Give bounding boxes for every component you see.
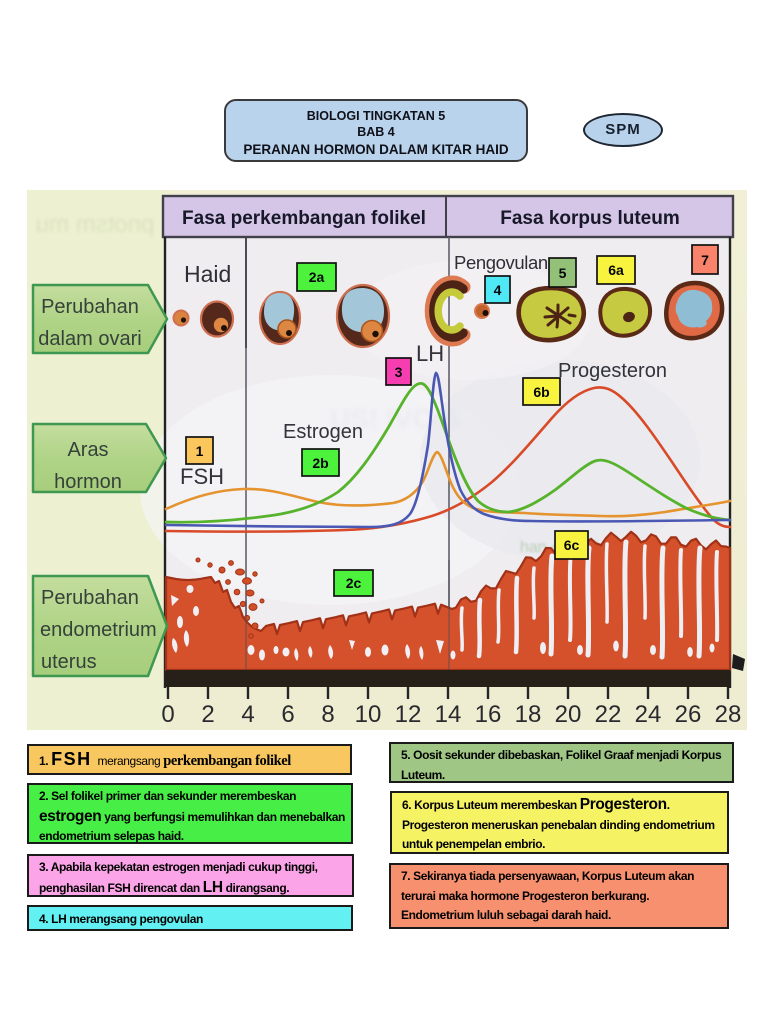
svg-text:Progesteron: Progesteron <box>558 360 667 382</box>
svg-text:2: 2 <box>201 701 214 728</box>
svg-text:FSH: FSH <box>180 464 224 489</box>
svg-text:dalam ovari: dalam ovari <box>38 328 141 350</box>
svg-text:4: 4 <box>241 701 254 728</box>
svg-text:12: 12 <box>395 701 422 728</box>
svg-text:6b: 6b <box>533 384 549 400</box>
svg-text:10: 10 <box>355 701 382 728</box>
svg-text:uterus: uterus <box>41 651 97 673</box>
svg-text:0: 0 <box>161 701 174 728</box>
svg-text:6a: 6a <box>608 262 624 278</box>
svg-text:26: 26 <box>675 701 702 728</box>
svg-text:1: 1 <box>196 443 204 459</box>
svg-text:4: 4 <box>494 282 502 298</box>
svg-text:endometrium: endometrium <box>40 619 157 641</box>
svg-text:22: 22 <box>595 701 622 728</box>
svg-text:pnotsm mu: pnotsm mu <box>36 211 155 238</box>
svg-text:Fasa korpus luteum: Fasa korpus luteum <box>500 208 680 229</box>
svg-text:14: 14 <box>435 701 462 728</box>
svg-text:hormon: hormon <box>54 471 122 493</box>
svg-text:LH: LH <box>416 341 444 366</box>
svg-text:18: 18 <box>515 701 542 728</box>
svg-text:20: 20 <box>555 701 582 728</box>
svg-text:28: 28 <box>715 701 742 728</box>
svg-text:Fasa perkembangan folikel: Fasa perkembangan folikel <box>182 208 426 229</box>
svg-text:Pengovulan: Pengovulan <box>454 252 548 273</box>
svg-text:US! IVO S: US! IVO S <box>330 403 461 434</box>
svg-text:2b: 2b <box>312 455 328 471</box>
svg-text:6c: 6c <box>564 537 580 553</box>
svg-text:Perubahan: Perubahan <box>41 296 139 318</box>
svg-text:24: 24 <box>635 701 662 728</box>
svg-text:8: 8 <box>321 701 334 728</box>
svg-text:3: 3 <box>395 364 403 380</box>
svg-text:6: 6 <box>281 701 294 728</box>
svg-text:Perubahan: Perubahan <box>41 587 139 609</box>
svg-text:Haid: Haid <box>184 261 231 287</box>
svg-text:2c: 2c <box>346 575 362 591</box>
svg-text:2a: 2a <box>309 269 325 285</box>
svg-text:7: 7 <box>701 252 709 268</box>
svg-text:Estrogen: Estrogen <box>283 421 363 443</box>
svg-text:5: 5 <box>559 265 567 281</box>
svg-text:16: 16 <box>475 701 502 728</box>
svg-text:Aras: Aras <box>67 439 108 461</box>
